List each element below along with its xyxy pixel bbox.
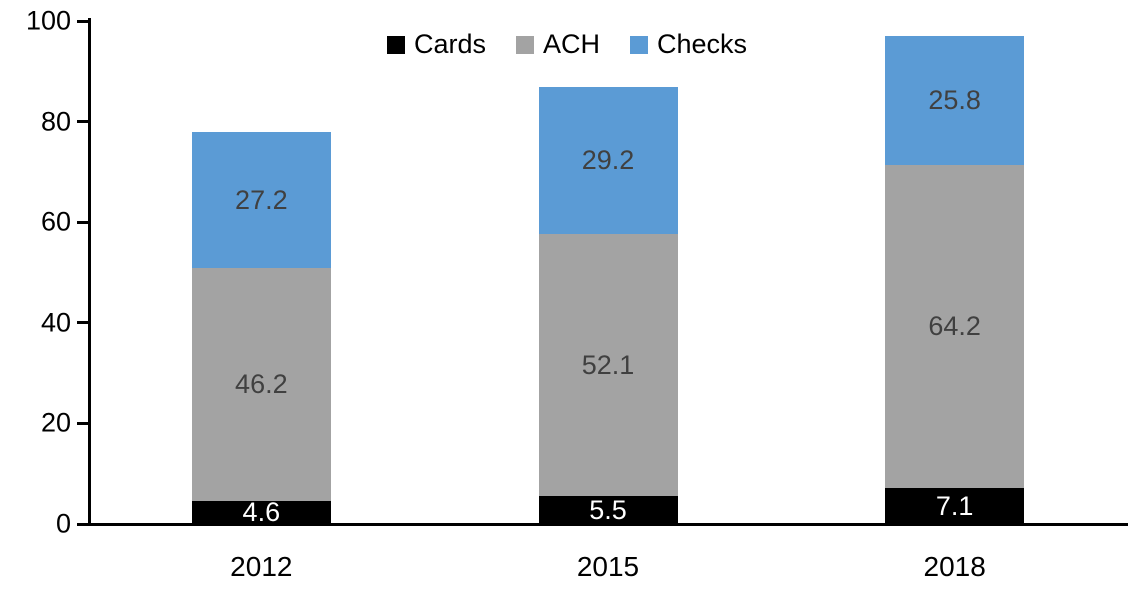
legend-item-ach: ACH [515, 29, 600, 59]
legend: Cards ACH Checks [0, 31, 1134, 58]
bar-segment-cards-2015: 5.5 [538, 494, 678, 525]
y-tick-label: 40 [40, 307, 71, 338]
data-label: 52.1 [581, 349, 635, 380]
y-tick-mark [77, 19, 88, 23]
legend-swatch-icon [386, 35, 405, 54]
data-label: 29.2 [581, 145, 635, 176]
y-tick-mark [77, 321, 88, 325]
y-axis-line [88, 18, 91, 526]
legend-swatch-icon [515, 35, 534, 54]
y-tick-label: 80 [40, 106, 71, 137]
x-axis-line [88, 523, 1128, 526]
bar-segment-ach-2018: 64.2 [885, 165, 1025, 489]
y-tick-mark [77, 522, 88, 526]
legend-item-checks: Checks [630, 31, 747, 58]
data-label: 27.2 [235, 184, 288, 215]
legend-label: Checks [657, 29, 748, 59]
y-tick-mark [77, 421, 88, 425]
legend-item-cards: Cards [386, 29, 486, 59]
x-tick-label-2015: 2015 [576, 551, 640, 582]
x-tick-label-2012: 2012 [230, 551, 293, 582]
bar-segment-checks-2018: 25.8 [885, 35, 1025, 166]
x-tick-label-2018: 2018 [923, 551, 986, 582]
data-label: 46.2 [235, 369, 288, 400]
y-tick-label: 100 [25, 5, 71, 36]
bar-segment-ach-2012: 46.2 [191, 268, 331, 501]
data-label: 5.5 [589, 494, 627, 525]
legend-swatch-icon [630, 35, 648, 54]
y-tick-label: 0 [55, 508, 71, 539]
bar-segment-cards-2018: 7.1 [885, 488, 1025, 524]
data-label: 4.6 [242, 496, 281, 527]
y-tick-mark [77, 120, 88, 124]
bar-segment-cards-2012: 4.6 [191, 496, 331, 527]
y-tick-mark [77, 220, 88, 224]
data-label: 64.2 [928, 311, 981, 342]
legend-label: ACH [542, 29, 600, 59]
bar-segment-ach-2015: 52.1 [538, 234, 678, 497]
y-tick-label: 20 [40, 407, 71, 438]
bar-segment-checks-2015: 29.2 [538, 87, 678, 235]
data-label: 25.8 [928, 84, 981, 115]
y-tick-label: 60 [40, 206, 71, 237]
data-label: 7.1 [935, 490, 974, 521]
bar-segment-checks-2012: 27.2 [191, 131, 331, 269]
legend-label: Cards [413, 29, 486, 59]
